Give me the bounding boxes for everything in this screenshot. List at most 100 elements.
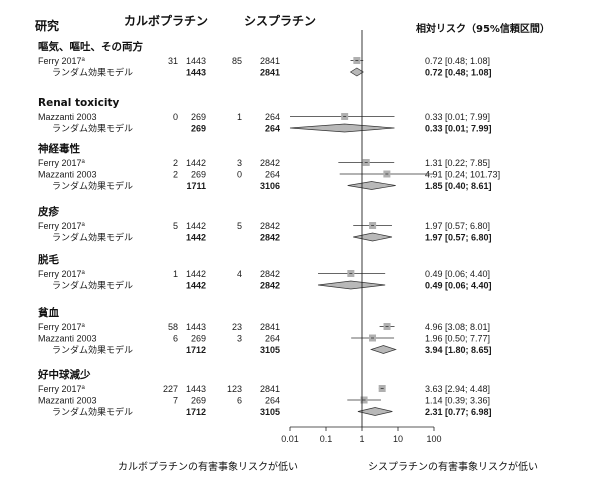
cisplatin-events: 4	[237, 269, 242, 279]
study-name: Mazzanti 2003	[38, 112, 97, 122]
x-tick-label: 100	[426, 434, 441, 444]
group-title: 貧血	[38, 306, 59, 319]
pooled-rr-ci: 3.94 [1.80; 8.65]	[425, 345, 492, 355]
carboplatin-events: 31	[168, 56, 178, 66]
carboplatin-events: 5	[173, 221, 178, 231]
cisplatin-total: 2841	[260, 322, 280, 332]
x-tick-label: 0.1	[320, 434, 333, 444]
cisplatin-events: 3	[237, 158, 242, 168]
study-name: Mazzanti 2003	[38, 334, 97, 344]
x-tick-label: 0.01	[281, 434, 299, 444]
cisplatin-total: 2841	[260, 384, 280, 394]
cisplatin-events: 3	[237, 334, 242, 344]
study-name: Ferry 2017a	[38, 158, 86, 168]
pooled-diamond	[357, 407, 393, 416]
cisplatin-total: 264	[265, 334, 280, 344]
carboplatin-events: 227	[163, 384, 178, 394]
x-tick-label: 10	[393, 434, 403, 444]
cisplatin-events: 0	[237, 170, 242, 180]
group-title: Renal toxicity	[38, 97, 119, 109]
pooled-carboplatin-total: 1442	[186, 233, 206, 243]
study-superscript: a	[82, 222, 86, 228]
cisplatin-total: 264	[265, 170, 280, 180]
carboplatin-events: 7	[173, 396, 178, 406]
x-tick-label: 1	[359, 434, 364, 444]
study-rr-ci: 1.14 [0.39; 3.36]	[425, 396, 490, 406]
pooled-label: ランダム効果モデル	[52, 344, 133, 356]
cisplatin-events: 23	[232, 322, 242, 332]
carboplatin-total: 1442	[186, 269, 206, 279]
study-superscript: a	[82, 159, 86, 165]
study-rr-ci: 3.63 [2.94; 4.48]	[425, 384, 490, 394]
study-rr-ci: 4.91 [0.24; 101.73]	[425, 170, 500, 180]
pooled-carboplatin-total: 269	[191, 124, 206, 134]
pooled-rr-ci: 0.72 [0.48; 1.08]	[425, 68, 492, 78]
pooled-rr-ci: 0.33 [0.01; 7.99]	[425, 124, 492, 134]
pooled-label: ランダム効果モデル	[52, 406, 133, 418]
pooled-cisplatin-total: 2842	[260, 281, 280, 291]
study-superscript: a	[82, 323, 86, 329]
study-rr-ci: 1.96 [0.50; 7.77]	[425, 334, 490, 344]
study-rr-ci: 0.72 [0.48; 1.08]	[425, 56, 490, 66]
carboplatin-events: 0	[173, 112, 178, 122]
study-rr-ci: 0.33 [0.01; 7.99]	[425, 112, 490, 122]
pooled-diamond	[370, 345, 397, 354]
carboplatin-total: 1443	[186, 56, 206, 66]
study-superscript: a	[82, 57, 86, 63]
cisplatin-total: 2842	[260, 269, 280, 279]
pooled-diamond	[353, 232, 393, 242]
carboplatin-events: 2	[173, 170, 178, 180]
header-study: 研究	[35, 18, 59, 33]
cisplatin-events: 5	[237, 221, 242, 231]
header-relative-risk: 相対リスク（95%信頼区間）	[416, 22, 550, 35]
pooled-label: ランダム効果モデル	[52, 67, 133, 79]
carboplatin-events: 1	[173, 269, 178, 279]
study-name: Mazzanti 2003	[38, 170, 97, 180]
study-name: Ferry 2017a	[38, 322, 86, 332]
cisplatin-events: 1	[237, 112, 242, 122]
carboplatin-total: 269	[191, 112, 206, 122]
pooled-cisplatin-total: 2842	[260, 233, 280, 243]
cisplatin-total: 2841	[260, 56, 280, 66]
pooled-cisplatin-total: 3105	[260, 407, 280, 417]
carboplatin-total: 1442	[186, 158, 206, 168]
carboplatin-total: 269	[191, 396, 206, 406]
pooled-label: ランダム効果モデル	[52, 280, 133, 292]
cisplatin-total: 264	[265, 396, 280, 406]
pooled-carboplatin-total: 1712	[186, 345, 206, 355]
group-title: 好中球減少	[37, 368, 91, 381]
pooled-cisplatin-total: 264	[265, 124, 280, 134]
header-cisplatin: シスプラチン	[244, 13, 316, 28]
study-name: Ferry 2017a	[38, 221, 86, 231]
study-rr-ci: 0.49 [0.06; 4.40]	[425, 269, 490, 279]
pooled-rr-ci: 1.97 [0.57; 6.80]	[425, 233, 492, 243]
footer-favours-carboplatin: カルボプラチンの有害事象リスクが低い	[118, 460, 298, 473]
group-title: 脱毛	[38, 253, 59, 266]
pooled-rr-ci: 2.31 [0.77; 6.98]	[425, 407, 492, 417]
pooled-carboplatin-total: 1712	[186, 407, 206, 417]
pooled-label: ランダム効果モデル	[52, 123, 133, 135]
pooled-cisplatin-total: 3106	[260, 181, 280, 191]
study-rr-ci: 4.96 [3.08; 8.01]	[425, 322, 490, 332]
pooled-diamond	[347, 181, 396, 190]
study-name: Ferry 2017a	[38, 384, 86, 394]
cisplatin-total: 264	[265, 112, 280, 122]
study-superscript: a	[82, 270, 86, 276]
pooled-carboplatin-total: 1442	[186, 281, 206, 291]
carboplatin-total: 1443	[186, 384, 206, 394]
cisplatin-events: 6	[237, 396, 242, 406]
carboplatin-total: 269	[191, 334, 206, 344]
pooled-diamond	[289, 123, 395, 133]
carboplatin-total: 1443	[186, 322, 206, 332]
cisplatin-events: 85	[232, 56, 242, 66]
carboplatin-total: 269	[191, 170, 206, 180]
x-axis: 0.01 0.1 1 10 100	[281, 30, 442, 444]
pooled-diamond	[317, 280, 386, 290]
header-carboplatin: カルボプラチン	[124, 13, 208, 28]
pooled-cisplatin-total: 3105	[260, 345, 280, 355]
cisplatin-events: 123	[227, 384, 242, 394]
group-title: 神経毒性	[38, 142, 80, 155]
pooled-label: ランダム効果モデル	[52, 180, 133, 192]
carboplatin-events: 58	[168, 322, 178, 332]
pooled-rr-ci: 1.85 [0.40; 8.61]	[425, 181, 492, 191]
